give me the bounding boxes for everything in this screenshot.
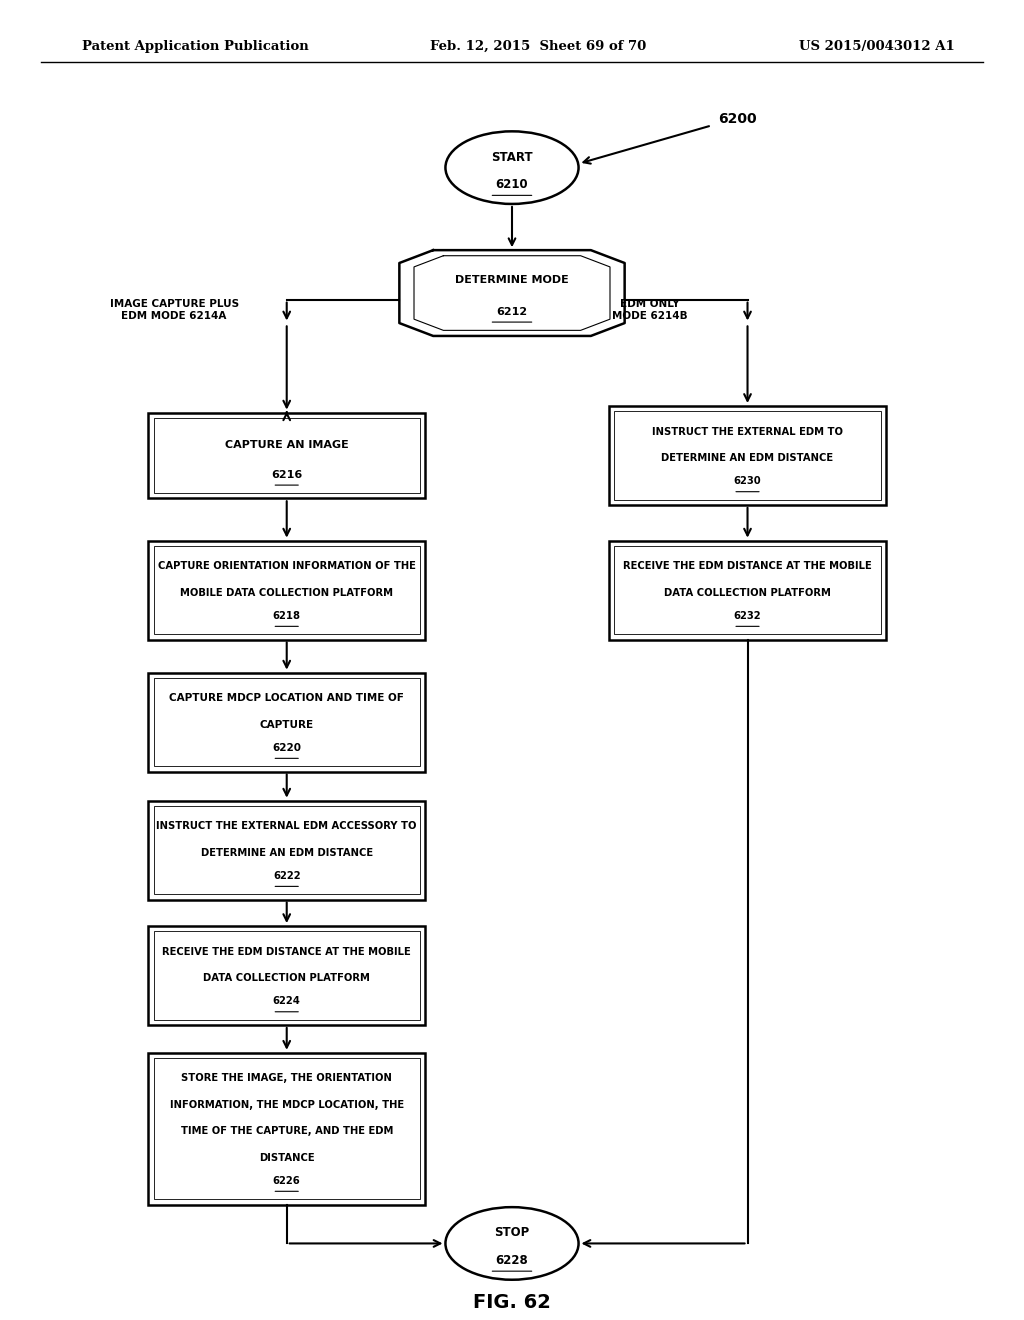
- Text: DETERMINE AN EDM DISTANCE: DETERMINE AN EDM DISTANCE: [662, 453, 834, 463]
- Text: INSTRUCT THE EXTERNAL EDM TO: INSTRUCT THE EXTERNAL EDM TO: [652, 426, 843, 437]
- Text: IMAGE CAPTURE PLUS
EDM MODE 6214A: IMAGE CAPTURE PLUS EDM MODE 6214A: [110, 300, 239, 321]
- Text: 6226: 6226: [272, 1176, 301, 1185]
- Text: 6220: 6220: [272, 743, 301, 752]
- Text: CAPTURE ORIENTATION INFORMATION OF THE: CAPTURE ORIENTATION INFORMATION OF THE: [158, 561, 416, 572]
- Text: 6224: 6224: [272, 997, 301, 1006]
- Text: DISTANCE: DISTANCE: [259, 1152, 314, 1163]
- Text: 6228: 6228: [496, 1254, 528, 1267]
- Text: 6200: 6200: [718, 112, 757, 125]
- Text: MOBILE DATA COLLECTION PLATFORM: MOBILE DATA COLLECTION PLATFORM: [180, 587, 393, 598]
- Text: FIG. 62: FIG. 62: [473, 1294, 551, 1312]
- Text: US 2015/0043012 A1: US 2015/0043012 A1: [799, 40, 954, 53]
- Text: 6232: 6232: [734, 611, 761, 620]
- Text: TIME OF THE CAPTURE, AND THE EDM: TIME OF THE CAPTURE, AND THE EDM: [180, 1126, 393, 1137]
- Text: 6218: 6218: [272, 611, 301, 620]
- Text: 6210: 6210: [496, 178, 528, 191]
- Text: CAPTURE MDCP LOCATION AND TIME OF: CAPTURE MDCP LOCATION AND TIME OF: [169, 693, 404, 704]
- Text: DETERMINE MODE: DETERMINE MODE: [455, 275, 569, 285]
- Text: START: START: [492, 150, 532, 164]
- Text: RECEIVE THE EDM DISTANCE AT THE MOBILE: RECEIVE THE EDM DISTANCE AT THE MOBILE: [624, 561, 871, 572]
- Text: 6216: 6216: [271, 470, 302, 479]
- Text: 6230: 6230: [734, 477, 761, 486]
- Text: CAPTURE: CAPTURE: [260, 719, 313, 730]
- Text: DATA COLLECTION PLATFORM: DATA COLLECTION PLATFORM: [204, 973, 370, 983]
- Text: INSTRUCT THE EXTERNAL EDM ACCESSORY TO: INSTRUCT THE EXTERNAL EDM ACCESSORY TO: [157, 821, 417, 832]
- Text: DATA COLLECTION PLATFORM: DATA COLLECTION PLATFORM: [665, 587, 830, 598]
- Text: INFORMATION, THE MDCP LOCATION, THE: INFORMATION, THE MDCP LOCATION, THE: [170, 1100, 403, 1110]
- Text: CAPTURE AN IMAGE: CAPTURE AN IMAGE: [225, 440, 348, 450]
- Text: 6212: 6212: [497, 306, 527, 317]
- Text: RECEIVE THE EDM DISTANCE AT THE MOBILE: RECEIVE THE EDM DISTANCE AT THE MOBILE: [163, 946, 411, 957]
- Text: Patent Application Publication: Patent Application Publication: [82, 40, 308, 53]
- Text: EDM ONLY
MODE 6214B: EDM ONLY MODE 6214B: [612, 300, 688, 321]
- Text: STOP: STOP: [495, 1226, 529, 1239]
- Text: DETERMINE AN EDM DISTANCE: DETERMINE AN EDM DISTANCE: [201, 847, 373, 858]
- Text: Feb. 12, 2015  Sheet 69 of 70: Feb. 12, 2015 Sheet 69 of 70: [430, 40, 646, 53]
- Text: STORE THE IMAGE, THE ORIENTATION: STORE THE IMAGE, THE ORIENTATION: [181, 1073, 392, 1084]
- Text: 6222: 6222: [273, 871, 300, 880]
